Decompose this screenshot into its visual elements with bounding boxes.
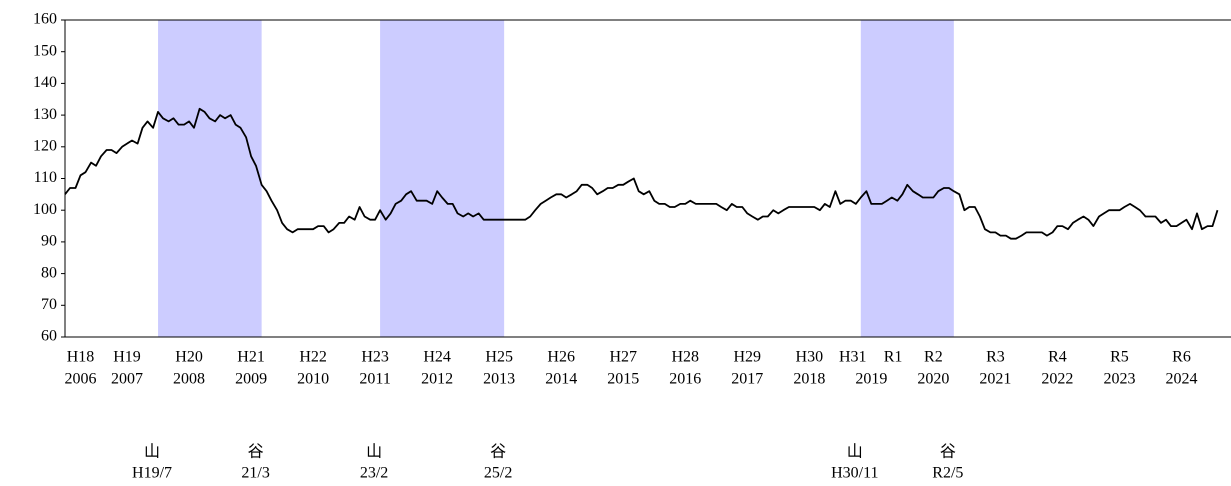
- era-tick-label: H22: [299, 349, 327, 366]
- era-tick-label: H18: [67, 349, 95, 366]
- y-tick-label: 90: [41, 233, 57, 250]
- era-tick-label: H25: [485, 349, 513, 366]
- y-tick-label: 130: [33, 106, 57, 123]
- peak-mark: 山: [847, 443, 863, 461]
- x-tick-label: 2011: [359, 371, 390, 388]
- trough-label: R2/5: [932, 465, 963, 482]
- y-tick-label: 110: [34, 169, 57, 186]
- series-line: [64, 107, 1219, 240]
- x-tick-label: 2022: [1041, 371, 1073, 388]
- era-tick-label: H20: [175, 349, 203, 366]
- y-tick-label: 80: [41, 264, 57, 281]
- era-tick-label: H19: [113, 349, 141, 366]
- y-tick-label: 150: [33, 42, 57, 59]
- x-tick-label: 2006: [65, 371, 97, 388]
- peak-mark: 山: [144, 443, 160, 461]
- shaded-period: [380, 20, 505, 337]
- x-tick-label: 2012: [421, 371, 453, 388]
- y-tick-label: 60: [41, 328, 57, 345]
- x-tick-label: 2024: [1165, 371, 1197, 388]
- x-tick-label: 2010: [297, 371, 329, 388]
- era-tick-label: H31: [839, 349, 867, 366]
- peak-label: H19/7: [132, 465, 172, 482]
- era-tick-label: R2: [924, 349, 943, 366]
- era-tick-label: H23: [361, 349, 389, 366]
- era-tick-label: R3: [986, 349, 1005, 366]
- trough-label: 21/3: [241, 465, 269, 482]
- y-tick-label: 120: [33, 137, 57, 154]
- x-tick-label: 2023: [1103, 371, 1135, 388]
- trough-mark: 谷: [490, 443, 506, 461]
- era-tick-label: H30: [796, 349, 824, 366]
- y-tick-label: 100: [33, 201, 57, 218]
- x-tick-label: 2013: [483, 371, 515, 388]
- shaded-period: [158, 20, 262, 337]
- x-tick-label: 2016: [669, 371, 701, 388]
- x-tick-label: 2008: [173, 371, 205, 388]
- x-tick-label: 2018: [793, 371, 825, 388]
- era-tick-label: H24: [423, 349, 451, 366]
- era-tick-label: H26: [547, 349, 575, 366]
- era-tick-label: H29: [734, 349, 762, 366]
- x-tick-label: 2020: [917, 371, 949, 388]
- y-tick-label: 140: [33, 74, 57, 91]
- trough-mark: 谷: [248, 443, 264, 461]
- trough-mark: 谷: [940, 443, 956, 461]
- x-tick-label: 2007: [111, 371, 143, 388]
- x-tick-label: 2015: [607, 371, 639, 388]
- y-tick-label: 70: [41, 296, 57, 313]
- era-tick-label: H28: [671, 349, 699, 366]
- era-tick-label: R4: [1048, 349, 1067, 366]
- shaded-period: [860, 20, 954, 337]
- peak-label: 23/2: [360, 465, 388, 482]
- y-tick-label: 160: [33, 11, 57, 28]
- x-tick-label: 2019: [855, 371, 887, 388]
- trough-label: 25/2: [484, 465, 512, 482]
- peak-label: H30/11: [831, 465, 878, 482]
- peak-mark: 山: [366, 443, 382, 461]
- era-tick-label: R5: [1110, 349, 1129, 366]
- x-tick-label: 2014: [545, 371, 577, 388]
- era-tick-label: R6: [1172, 349, 1191, 366]
- era-tick-label: H21: [237, 349, 265, 366]
- x-tick-label: 2021: [979, 371, 1011, 388]
- era-tick-label: H27: [609, 349, 637, 366]
- era-tick-label: R1: [884, 349, 903, 366]
- x-tick-label: 2017: [731, 371, 763, 388]
- x-tick-label: 2009: [235, 371, 267, 388]
